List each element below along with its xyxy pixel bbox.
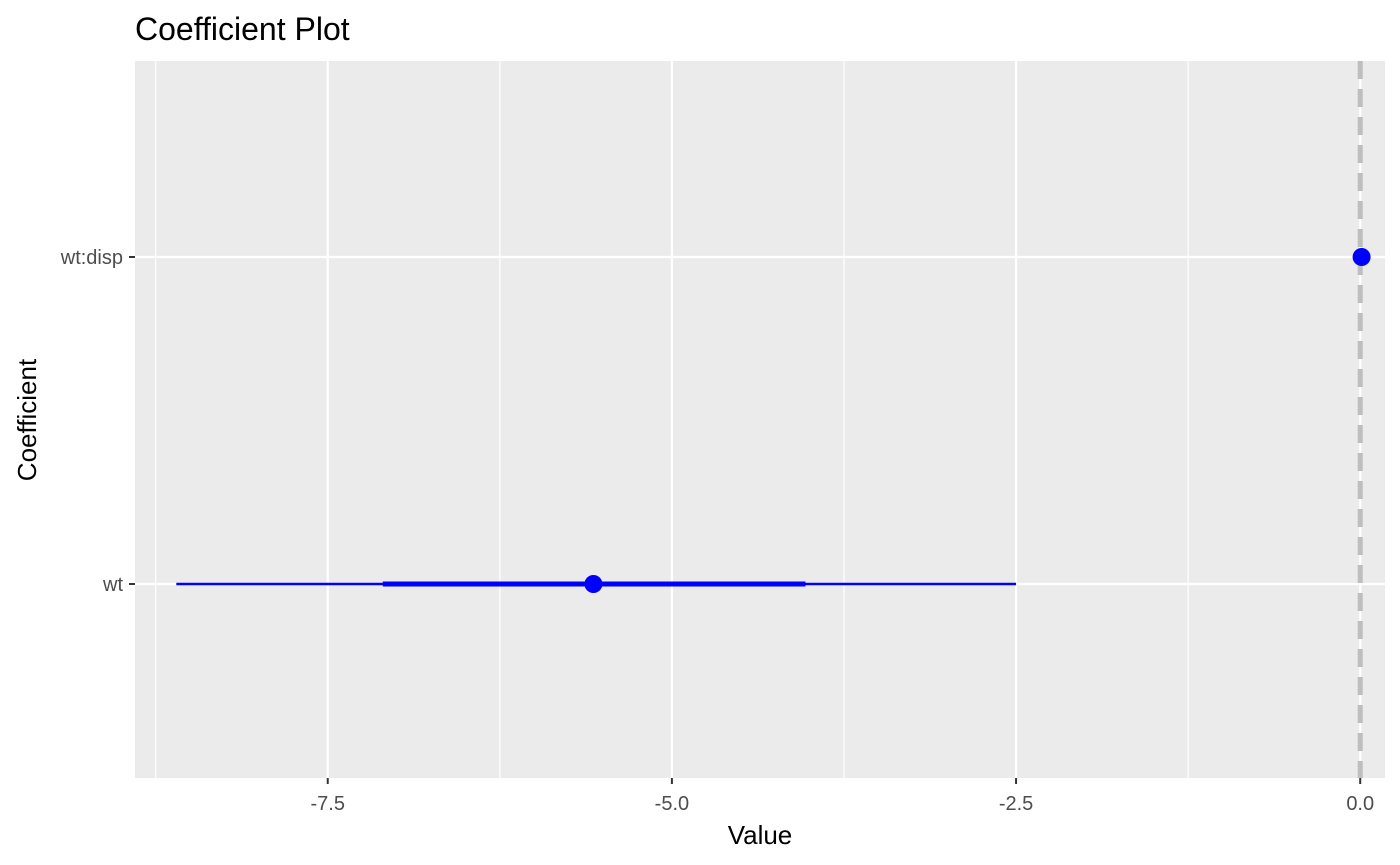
plot-panel	[135, 61, 1385, 778]
minor-gridlines	[155, 61, 1189, 778]
x-axis-title: Value	[728, 820, 793, 850]
y-tick-label: wt:disp	[60, 247, 123, 269]
y-tick-label: wt	[102, 574, 123, 596]
x-tick-label: 0.0	[1346, 793, 1374, 815]
x-axis: -7.5 -5.0 -2.5 0.0	[310, 778, 1374, 815]
coefficient-point-wt:disp	[1352, 248, 1371, 266]
y-axis: wt wt:disp	[60, 247, 135, 596]
x-tick-label: -7.5	[310, 793, 344, 815]
coefficient-point-wt	[584, 575, 603, 593]
x-tick-label: -5.0	[655, 793, 689, 815]
x-tick-label: -2.5	[999, 793, 1033, 815]
coefficient-marks	[176, 61, 1371, 778]
y-axis-title: Coefficient	[12, 358, 42, 481]
chart-title: Coefficient Plot	[135, 11, 350, 47]
